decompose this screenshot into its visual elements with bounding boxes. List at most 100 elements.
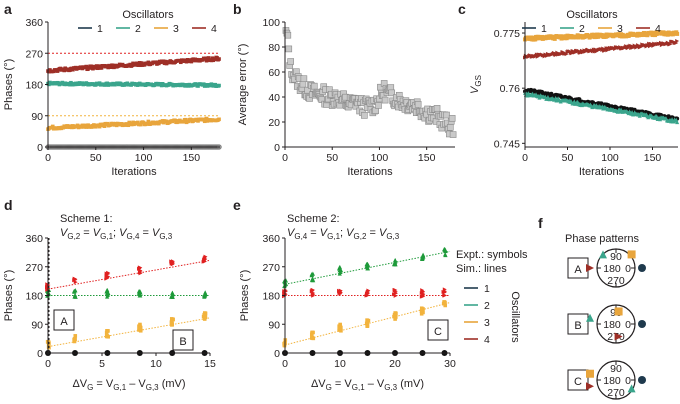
panel-d-ytick-label: 0 [37,348,43,360]
panel-a-point-osc3 [126,123,131,128]
panel-f-label: f [538,215,543,231]
panel-d-point-osc3 [203,315,208,320]
panel-a-xtick-label: 150 [183,152,201,164]
panel-d-point-osc4 [138,269,143,274]
panel-b-point [443,111,450,119]
panel-a-point-osc3 [101,122,106,127]
panel-e-equation-part: V [346,227,355,239]
panel-d-xtick-label: 5 [99,358,105,370]
panel-a-point-osc3 [75,123,80,128]
panel-e-point-osc2 [310,271,315,276]
panel-a-point-osc2 [201,82,206,86]
pattern-dial-label-270: 270 [607,387,625,399]
panel-c-xtick-label: 0 [522,152,528,164]
panel-a-point-osc3 [50,124,55,129]
panel-a-point-osc4 [184,59,189,64]
panel-e-equation-part: V [287,227,296,239]
panel-a-point-osc3 [97,124,102,129]
panel-e-xtick-label: 20 [389,358,401,370]
panel-a-point-osc4 [109,65,113,69]
panel-a-point-osc3 [164,119,169,124]
pattern-box-label-A: A [574,264,582,276]
panel-d-point-osc4 [73,280,78,285]
panel-d-xlabel-part: – V [126,378,146,390]
panel-d-xlabel-part: = V [93,378,114,390]
panel-e-legend-title: Oscillators [509,291,521,343]
pattern-marker-tri-up [586,313,594,322]
panel-e-xtick-label: 30 [444,358,456,370]
panel-a-ylabel: Phases (°) [3,59,15,110]
panel-e-point-osc3 [337,324,341,329]
panel-b-xtick-label: 50 [326,152,338,164]
panel-e-point-osc2 [364,264,369,269]
panel-a-point-osc3 [138,122,143,127]
panel-c-point-osc3 [675,31,680,36]
panel-e-point-osc3 [339,328,343,333]
panel-c-xlabel: Iterations [579,166,625,178]
panel-c: c VGS Iterations 0.745 0.76 0.775 0 50 100 150 Os… [458,1,680,178]
panel-c-legend-label-2: 2 [579,23,585,35]
panel-a-point-osc4 [157,61,161,66]
panel-c-xtick-label: 100 [601,152,619,164]
panel-e-point-osc2 [443,248,448,254]
panel-b-point [285,45,293,53]
panel-e-equation-part: V [379,227,388,239]
panel-e-equation-part: V [320,227,329,239]
pattern-dial-label-180: 180 [603,319,621,331]
panel-c-ylabel: VGS [469,75,483,94]
panel-a-legend-label-3: 3 [173,23,179,35]
pattern-box-C [567,369,589,391]
panel-d-point-osc3 [72,337,77,342]
panel-e-point-osc4 [393,291,398,296]
pattern-marker-tri-up [627,384,636,393]
panel-e-scheme: Scheme 2: [287,213,340,225]
pattern-dial-label-0: 0 [625,375,631,387]
panel-b-ytick-label: 60 [268,67,280,79]
panel-c-legend-title: Oscillators [566,9,618,21]
panel-d-point-osc4 [202,258,207,263]
panel-a-point-osc3 [130,122,134,127]
panel-d-point-osc3 [138,328,143,333]
panel-d-point-osc3 [170,319,174,324]
panel-d-point-osc2 [137,291,142,296]
panel-a-point-osc4 [189,59,194,64]
panel-e-ytick-label: 270 [262,262,280,274]
panel-a-point-osc4 [99,66,104,70]
panel-a-legend-label-4: 4 [211,23,217,35]
panel-b-point [381,96,389,104]
panel-b-xtick-label: 100 [371,152,389,164]
panel-d-box-a [53,309,75,331]
panel-e-point-osc4 [393,288,398,293]
panel-e-point-osc4 [442,290,447,295]
panel-a-point-osc4 [62,68,67,73]
panel-a-xlabel: Iterations [111,166,157,178]
panel-d-point-osc4 [106,271,111,276]
panel-d-xlabel-part: G [87,383,93,392]
panel-a-point-osc4 [203,56,208,61]
panel-c-xtick-label: 50 [562,152,574,164]
pattern-marker-tri-up [599,250,607,259]
panel-d-xlabel: ΔVG = VG,1 – VG,3 (mV) [72,378,185,392]
panel-a: a Phases (°) Iterations 0 90 180 270 360 0 50 100… [3,1,222,178]
panel-e-legend-label-2: 2 [484,300,490,312]
panel-e-ytick-label: 180 [262,291,280,303]
panel-e-xlabel-part: G [326,383,332,392]
panel-b-xtick-label: 150 [418,152,436,164]
panel-d-point-osc3 [203,311,208,316]
panel-a-point-osc3 [146,119,151,124]
panel-d-xlabel-part: G,3 [146,383,159,392]
panel-a-point-osc4 [89,64,93,69]
panel-e-equation-part: = [307,227,320,239]
panel-e-xlabel-part: G,3 [384,383,397,392]
panel-d-point-osc4 [170,260,175,265]
panel-e: e Phases (°)ΔVG = VG,1 – VG,3 (mV)090180… [233,197,528,392]
panel-b-point [299,80,307,88]
panel-a-xtick-label: 50 [90,152,102,164]
panel-c-legend-label-1: 1 [541,23,547,35]
panel-d-ytick-label: 180 [25,291,43,303]
pattern-marker-square [586,369,594,378]
panel-c-legend-label-3: 3 [617,23,623,35]
panel-a-point-osc4 [204,58,209,63]
panel-e-legend-expt: Expt.: symbols [456,249,528,261]
panel-c-point-osc2 [675,120,680,125]
